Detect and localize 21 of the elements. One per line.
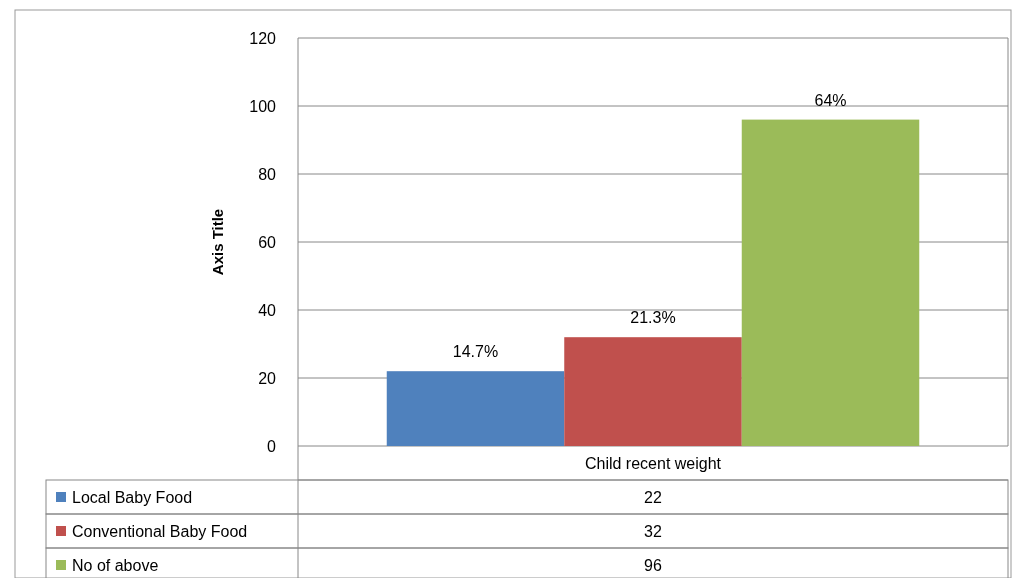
y-tick-label: 20 (258, 369, 277, 387)
y-tick-label: 100 (249, 97, 277, 115)
y-axis-title: Axis Title (209, 208, 226, 276)
y-tick-label: 120 (249, 29, 277, 47)
x-tick-label: Child recent weight (584, 454, 722, 472)
text: 32 (644, 522, 662, 540)
text: 22 (644, 488, 662, 506)
y-tick-label: 40 (258, 301, 277, 319)
bar (386, 371, 565, 446)
legend-label: No of above (72, 556, 159, 574)
y-tick-label: 60 (258, 233, 277, 251)
annotation: 14.7% (452, 343, 499, 361)
legend-label: Local Baby Food (72, 488, 193, 506)
annotation: 64% (814, 91, 847, 109)
bar (741, 119, 920, 446)
legend-label: Conventional Baby Food (72, 522, 248, 540)
annotation: 21.3% (630, 309, 676, 327)
text: 96 (644, 556, 662, 574)
bar (564, 337, 742, 446)
y-tick-label: 80 (258, 165, 277, 183)
y-tick-label: 0 (267, 437, 277, 455)
